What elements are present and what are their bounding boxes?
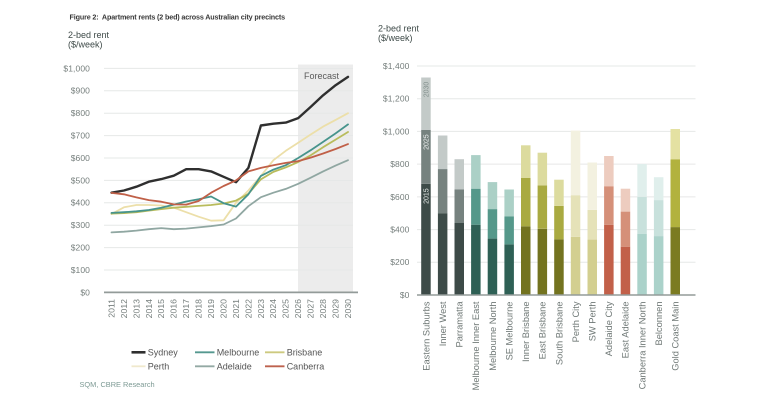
svg-text:2014: 2014 — [144, 299, 154, 318]
svg-text:Adelaide City: Adelaide City — [604, 301, 614, 356]
svg-text:2015: 2015 — [156, 299, 166, 318]
svg-text:2021: 2021 — [231, 299, 241, 318]
svg-text:Figure 2: Apartment rents (2: Figure 2: Apartment rents (2 bed) across… — [70, 13, 286, 22]
svg-text:Adelaide: Adelaide — [217, 362, 252, 372]
svg-text:Parramatta: Parramatta — [455, 301, 465, 348]
svg-text:2017: 2017 — [181, 299, 191, 318]
svg-text:Eastern Suburbs: Eastern Suburbs — [421, 301, 431, 371]
svg-text:Inner West: Inner West — [438, 301, 448, 346]
svg-text:2-bed rent: 2-bed rent — [68, 30, 110, 40]
svg-text:$800: $800 — [390, 159, 409, 169]
svg-text:$700: $700 — [71, 131, 90, 141]
svg-text:2026: 2026 — [293, 299, 303, 318]
svg-text:$500: $500 — [71, 175, 90, 185]
svg-text:$600: $600 — [390, 192, 409, 202]
svg-text:$0: $0 — [400, 290, 410, 300]
svg-text:$600: $600 — [71, 153, 90, 163]
svg-text:($/week): ($/week) — [68, 40, 103, 50]
svg-text:Perth City: Perth City — [571, 301, 581, 342]
svg-text:East Adelaide: East Adelaide — [621, 302, 631, 359]
svg-text:Forecast: Forecast — [304, 71, 340, 81]
svg-text:East Brisbane: East Brisbane — [538, 302, 548, 360]
svg-text:2028: 2028 — [318, 299, 328, 318]
svg-text:SQM, CBRE Research: SQM, CBRE Research — [80, 380, 155, 389]
svg-text:Sydney: Sydney — [148, 348, 179, 358]
svg-text:2027: 2027 — [306, 299, 316, 318]
svg-text:2024: 2024 — [268, 299, 278, 318]
svg-text:Brisbane: Brisbane — [287, 348, 323, 358]
svg-text:2023: 2023 — [256, 299, 266, 318]
svg-text:2012: 2012 — [119, 299, 129, 318]
svg-text:Melbourne Inner East: Melbourne Inner East — [471, 301, 481, 390]
svg-text:$1,400: $1,400 — [383, 61, 410, 71]
svg-text:Canberra Inner North: Canberra Inner North — [637, 302, 647, 390]
svg-text:$1,000: $1,000 — [383, 126, 410, 136]
svg-text:2019: 2019 — [206, 299, 216, 318]
svg-text:$100: $100 — [71, 265, 90, 275]
svg-text:Melbourne: Melbourne — [217, 348, 260, 358]
svg-text:2030: 2030 — [424, 82, 431, 98]
svg-text:SE Melbourne: SE Melbourne — [504, 302, 514, 361]
svg-text:2025: 2025 — [424, 134, 431, 150]
svg-text:2013: 2013 — [131, 299, 141, 318]
svg-text:$200: $200 — [71, 243, 90, 253]
svg-text:SW Perth: SW Perth — [588, 302, 598, 342]
svg-text:$300: $300 — [71, 220, 90, 230]
svg-text:2016: 2016 — [169, 299, 179, 318]
svg-text:$900: $900 — [71, 86, 90, 96]
svg-text:2029: 2029 — [331, 299, 341, 318]
svg-text:2015: 2015 — [424, 188, 431, 204]
svg-text:Canberra: Canberra — [287, 362, 325, 372]
svg-text:2011: 2011 — [106, 299, 116, 318]
svg-text:Melbourne North: Melbourne North — [488, 302, 498, 371]
svg-text:Perth: Perth — [148, 362, 170, 372]
svg-text:$400: $400 — [71, 198, 90, 208]
svg-text:$0: $0 — [80, 287, 90, 297]
svg-text:$400: $400 — [390, 225, 409, 235]
svg-text:Belconnen: Belconnen — [654, 302, 664, 346]
svg-text:2018: 2018 — [194, 299, 204, 318]
svg-text:2030: 2030 — [343, 299, 353, 318]
svg-text:2025: 2025 — [281, 299, 291, 318]
svg-text:2-bed rent: 2-bed rent — [378, 24, 420, 34]
svg-text:2022: 2022 — [243, 299, 253, 318]
svg-text:($/week): ($/week) — [378, 33, 413, 43]
svg-text:Inner Brisbane: Inner Brisbane — [521, 302, 531, 362]
svg-text:$800: $800 — [71, 108, 90, 118]
svg-text:$200: $200 — [390, 257, 409, 267]
svg-text:$1,200: $1,200 — [383, 94, 410, 104]
svg-text:$1,000: $1,000 — [63, 63, 90, 73]
svg-text:2020: 2020 — [219, 299, 229, 318]
svg-text:South Brisbane: South Brisbane — [554, 302, 564, 366]
svg-text:Gold Coast Main: Gold Coast Main — [671, 302, 681, 371]
